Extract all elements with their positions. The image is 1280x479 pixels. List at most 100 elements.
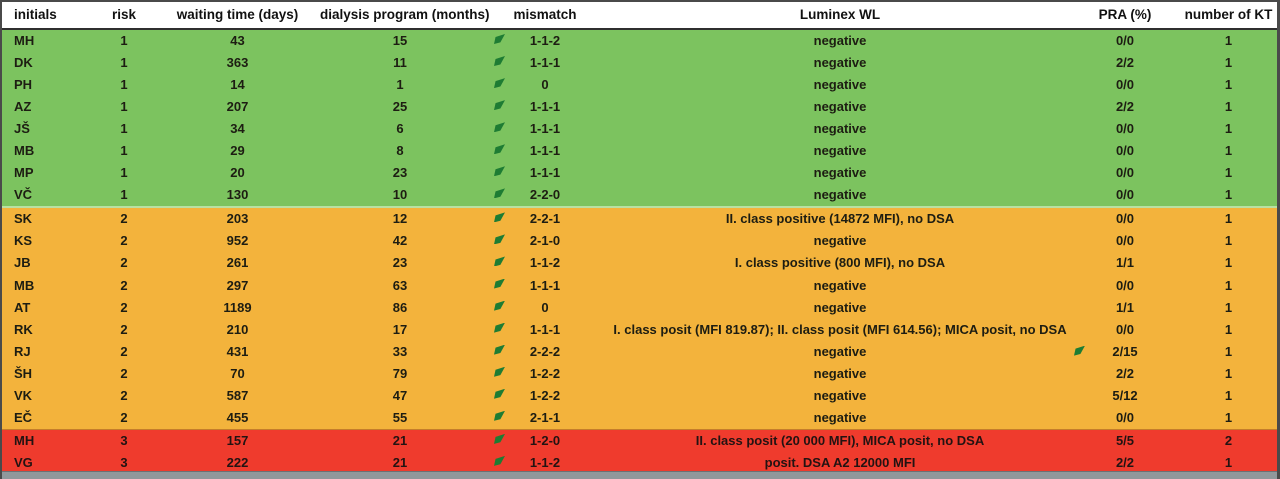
pra-cell[interactable]: 0/0 — [1070, 208, 1180, 230]
waiting-time-cell[interactable]: 20 — [230, 165, 245, 181]
number-of-kt-cell[interactable]: 1 — [1224, 409, 1233, 425]
mismatch-cell[interactable]: 1-1-1 — [480, 118, 610, 140]
dialysis-program-cell[interactable]: 55 — [392, 409, 408, 425]
dialysis-program-cell[interactable]: 12 — [392, 211, 408, 227]
luminex-wl-cell[interactable]: negative — [813, 165, 867, 181]
luminex-wl-cell[interactable]: II. class posit (20 000 MFI), MICA posit… — [695, 432, 985, 448]
mismatch-cell[interactable]: 1-2-0 — [480, 430, 610, 452]
initials-cell[interactable]: SK — [14, 211, 33, 227]
number-of-kt-cell[interactable]: 1 — [1224, 77, 1233, 93]
dialysis-program-cell[interactable]: 17 — [392, 321, 408, 337]
dialysis-program-cell[interactable]: 63 — [392, 277, 408, 293]
waiting-time-cell[interactable]: 14 — [230, 77, 245, 93]
dialysis-program-cell[interactable]: 42 — [392, 233, 408, 249]
luminex-wl-cell[interactable]: negative — [813, 99, 867, 115]
number-of-kt-cell[interactable]: 1 — [1224, 165, 1233, 181]
number-of-kt-cell[interactable]: 1 — [1224, 33, 1233, 48]
pra-cell[interactable]: 0/0 — [1070, 162, 1180, 184]
number-of-kt-cell[interactable]: 1 — [1224, 233, 1233, 249]
dialysis-program-cell[interactable]: 10 — [392, 187, 408, 203]
mismatch-cell[interactable]: 1-2-2 — [480, 385, 610, 407]
initials-cell[interactable]: JB — [14, 255, 31, 271]
luminex-wl-cell[interactable]: negative — [813, 233, 867, 249]
pra-cell[interactable]: 2/2 — [1070, 452, 1180, 474]
column-header-dialysis-program[interactable]: dialysis program (months) — [320, 7, 490, 22]
pra-cell[interactable]: 0/0 — [1070, 230, 1180, 252]
mismatch-cell[interactable]: 1-1-2 — [480, 252, 610, 274]
risk-cell[interactable]: 1 — [120, 165, 128, 181]
initials-cell[interactable]: AT — [14, 299, 31, 315]
mismatch-cell[interactable]: 2-1-1 — [480, 407, 610, 429]
risk-cell[interactable]: 2 — [120, 409, 128, 425]
initials-cell[interactable]: MB — [14, 277, 35, 293]
risk-cell[interactable]: 1 — [120, 143, 128, 159]
mismatch-cell[interactable]: 2-2-1 — [480, 208, 610, 230]
number-of-kt-cell[interactable]: 1 — [1224, 365, 1233, 381]
luminex-wl-cell[interactable]: II. class positive (14872 MFI), no DSA — [725, 211, 955, 227]
mismatch-cell[interactable]: 1-1-1 — [480, 52, 610, 74]
waiting-time-cell[interactable]: 157 — [226, 432, 249, 448]
luminex-wl-cell[interactable]: negative — [813, 33, 867, 48]
mismatch-cell[interactable]: 1-1-1 — [480, 275, 610, 297]
waiting-time-cell[interactable]: 29 — [230, 143, 245, 159]
risk-cell[interactable]: 2 — [120, 343, 128, 359]
pra-cell[interactable]: 0/0 — [1070, 140, 1180, 162]
initials-cell[interactable]: DK — [14, 55, 33, 71]
risk-cell[interactable]: 2 — [120, 211, 128, 227]
luminex-wl-cell[interactable]: negative — [813, 121, 867, 137]
risk-cell[interactable]: 2 — [120, 387, 128, 403]
column-header-risk[interactable]: risk — [111, 7, 137, 22]
initials-cell[interactable]: MH — [14, 33, 35, 48]
dialysis-program-cell[interactable]: 21 — [392, 432, 408, 448]
dialysis-program-cell[interactable]: 15 — [392, 33, 408, 48]
luminex-wl-cell[interactable]: negative — [813, 143, 867, 159]
waiting-time-cell[interactable]: 297 — [226, 277, 249, 293]
luminex-wl-cell[interactable]: negative — [813, 409, 867, 425]
pra-cell[interactable]: 0/0 — [1070, 184, 1180, 206]
pra-cell[interactable]: 0/0 — [1070, 118, 1180, 140]
number-of-kt-cell[interactable]: 1 — [1224, 387, 1233, 403]
dialysis-program-cell[interactable]: 8 — [396, 143, 404, 159]
initials-cell[interactable]: JŠ — [14, 121, 30, 137]
pra-cell[interactable]: 5/5 — [1070, 430, 1180, 452]
dialysis-program-cell[interactable]: 6 — [396, 121, 404, 137]
pra-cell[interactable]: 2/2 — [1070, 363, 1180, 385]
dialysis-program-cell[interactable]: 1 — [396, 77, 404, 93]
waiting-time-cell[interactable]: 261 — [226, 255, 249, 271]
pra-cell[interactable]: 0/0 — [1070, 30, 1180, 52]
risk-cell[interactable]: 1 — [120, 121, 128, 137]
dialysis-program-cell[interactable]: 86 — [392, 299, 408, 315]
dialysis-program-cell[interactable]: 33 — [392, 343, 408, 359]
initials-cell[interactable]: EČ — [14, 409, 33, 425]
luminex-wl-cell[interactable]: negative — [813, 343, 867, 359]
risk-cell[interactable]: 3 — [120, 454, 128, 470]
risk-cell[interactable]: 2 — [120, 299, 128, 315]
luminex-wl-cell[interactable]: negative — [813, 277, 867, 293]
initials-cell[interactable]: RK — [14, 321, 33, 337]
luminex-wl-cell[interactable]: negative — [813, 387, 867, 403]
risk-cell[interactable]: 2 — [120, 233, 128, 249]
number-of-kt-cell[interactable]: 1 — [1224, 255, 1233, 271]
initials-cell[interactable]: PH — [14, 77, 33, 93]
mismatch-cell[interactable]: 1-1-1 — [480, 162, 610, 184]
risk-cell[interactable]: 1 — [120, 33, 128, 48]
luminex-wl-cell[interactable]: posit. DSA A2 12000 MFI — [764, 454, 916, 470]
luminex-wl-cell[interactable]: I. class positive (800 MFI), no DSA — [734, 255, 946, 271]
dialysis-program-cell[interactable]: 47 — [392, 387, 408, 403]
risk-cell[interactable]: 1 — [120, 77, 128, 93]
number-of-kt-cell[interactable]: 1 — [1224, 277, 1233, 293]
waiting-time-cell[interactable]: 952 — [226, 233, 249, 249]
mismatch-cell[interactable]: 2-1-0 — [480, 230, 610, 252]
mismatch-cell[interactable]: 1-1-2 — [480, 452, 610, 474]
waiting-time-cell[interactable]: 207 — [226, 99, 249, 115]
dialysis-program-cell[interactable]: 79 — [392, 365, 408, 381]
pra-cell[interactable]: 1/1 — [1070, 252, 1180, 274]
luminex-wl-cell[interactable]: I. class posit (MFI 819.87); II. class p… — [613, 321, 1067, 337]
luminex-wl-cell[interactable]: negative — [813, 299, 867, 315]
column-header-number-of-kt[interactable]: number of KT — [1184, 7, 1273, 22]
number-of-kt-cell[interactable]: 1 — [1224, 99, 1233, 115]
initials-cell[interactable]: VK — [14, 387, 33, 403]
column-header-pra[interactable]: PRA (%) — [1098, 7, 1152, 22]
initials-cell[interactable]: AZ — [14, 99, 32, 115]
initials-cell[interactable]: MP — [14, 165, 34, 181]
